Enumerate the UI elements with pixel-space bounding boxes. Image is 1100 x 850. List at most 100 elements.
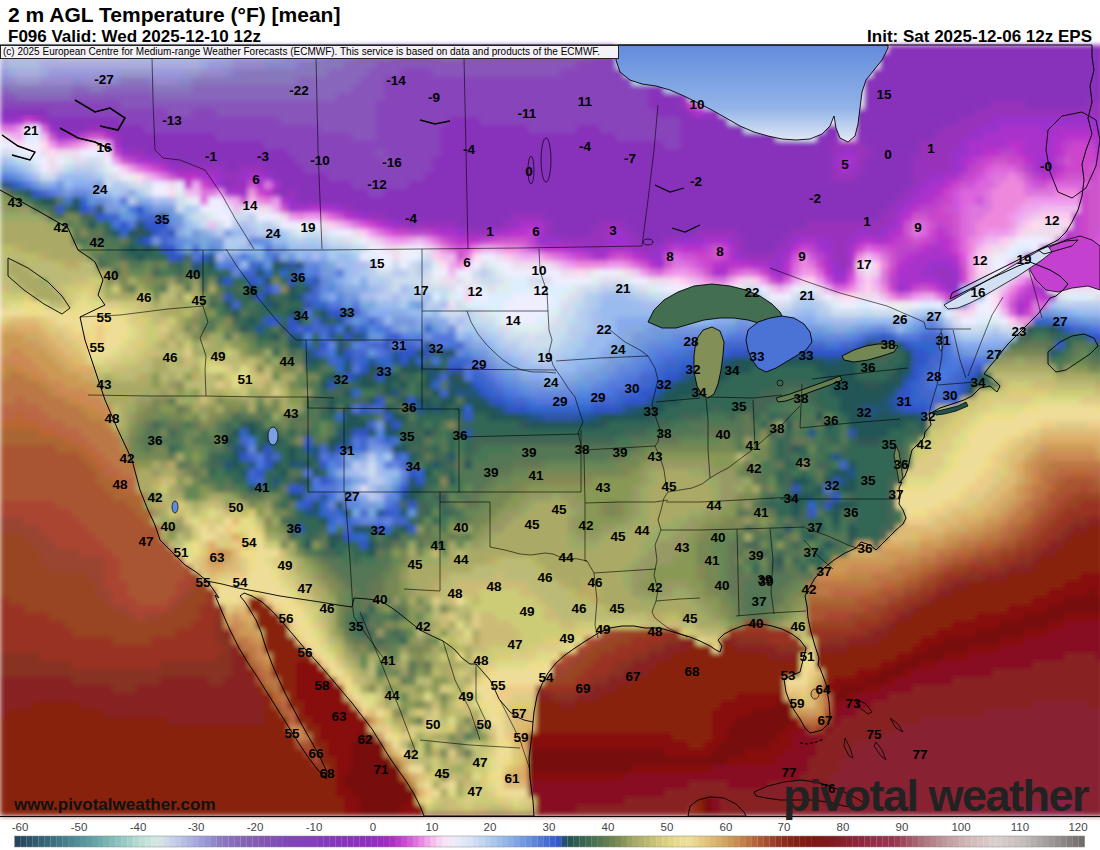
- svg-text:69: 69: [575, 681, 590, 696]
- svg-text:-4: -4: [405, 211, 417, 226]
- svg-text:68: 68: [684, 664, 700, 679]
- svg-text:29: 29: [590, 390, 605, 405]
- svg-text:51: 51: [173, 545, 189, 560]
- svg-text:24: 24: [543, 375, 559, 390]
- svg-text:55: 55: [284, 726, 300, 741]
- svg-text:43: 43: [595, 480, 611, 495]
- svg-text:42: 42: [53, 220, 68, 235]
- svg-text:33: 33: [376, 364, 392, 379]
- svg-text:-20: -20: [247, 821, 264, 833]
- svg-text:54: 54: [241, 535, 257, 550]
- svg-text:1: 1: [486, 224, 494, 239]
- svg-text:16: 16: [96, 140, 112, 155]
- svg-text:42: 42: [403, 747, 418, 762]
- svg-text:54: 54: [538, 670, 554, 685]
- svg-text:38: 38: [656, 426, 672, 441]
- svg-text:3: 3: [609, 223, 617, 238]
- svg-text:36: 36: [860, 360, 876, 375]
- svg-text:32: 32: [333, 372, 348, 387]
- svg-text:32: 32: [920, 409, 935, 424]
- svg-text:26: 26: [892, 312, 908, 327]
- svg-text:45: 45: [524, 517, 540, 532]
- svg-text:49: 49: [210, 349, 225, 364]
- svg-text:27: 27: [344, 489, 359, 504]
- svg-text:39: 39: [521, 445, 536, 460]
- svg-text:42: 42: [801, 582, 816, 597]
- svg-text:-22: -22: [289, 83, 309, 98]
- svg-text:-1: -1: [205, 149, 217, 164]
- svg-text:21: 21: [23, 123, 39, 138]
- svg-text:15: 15: [369, 256, 385, 271]
- svg-text:-4: -4: [463, 142, 475, 157]
- svg-text:27: 27: [986, 347, 1001, 362]
- svg-text:45: 45: [609, 601, 625, 616]
- svg-text:70: 70: [778, 821, 791, 833]
- svg-text:64: 64: [815, 682, 831, 697]
- svg-text:37: 37: [888, 487, 903, 502]
- svg-text:45: 45: [407, 557, 423, 572]
- svg-text:40: 40: [714, 578, 729, 593]
- svg-text:45: 45: [551, 502, 567, 517]
- svg-text:12: 12: [1044, 213, 1059, 228]
- svg-text:75: 75: [866, 727, 882, 742]
- svg-text:33: 33: [798, 348, 814, 363]
- svg-text:66: 66: [308, 746, 324, 761]
- svg-text:-30: -30: [188, 821, 205, 833]
- svg-text:43: 43: [96, 377, 112, 392]
- svg-text:37: 37: [816, 564, 831, 579]
- svg-text:47: 47: [138, 534, 153, 549]
- svg-text:44: 44: [453, 552, 469, 567]
- svg-text:41: 41: [528, 468, 544, 483]
- svg-text:24: 24: [610, 342, 626, 357]
- svg-text:-7: -7: [624, 151, 636, 166]
- svg-text:48: 48: [447, 586, 463, 601]
- svg-text:41: 41: [704, 553, 720, 568]
- svg-text:28: 28: [683, 334, 699, 349]
- svg-text:41: 41: [753, 505, 769, 520]
- svg-text:32: 32: [428, 341, 443, 356]
- svg-text:55: 55: [89, 340, 105, 355]
- svg-text:44: 44: [634, 523, 650, 538]
- svg-text:55: 55: [195, 575, 211, 590]
- svg-text:17: 17: [856, 257, 871, 272]
- svg-text:22: 22: [596, 322, 611, 337]
- svg-text:44: 44: [384, 688, 400, 703]
- svg-text:-0: -0: [1040, 159, 1052, 174]
- svg-text:8: 8: [716, 244, 724, 259]
- svg-text:-14: -14: [386, 73, 406, 88]
- svg-text:8: 8: [666, 249, 674, 264]
- svg-text:14: 14: [505, 313, 521, 328]
- svg-text:46: 46: [319, 601, 335, 616]
- svg-text:33: 33: [833, 378, 849, 393]
- svg-text:42: 42: [119, 451, 134, 466]
- svg-text:49: 49: [595, 622, 610, 637]
- svg-text:35: 35: [399, 429, 415, 444]
- svg-text:55: 55: [96, 310, 112, 325]
- svg-text:0: 0: [525, 164, 533, 179]
- svg-text:6: 6: [532, 224, 540, 239]
- svg-text:36: 36: [843, 505, 859, 520]
- svg-text:-27: -27: [94, 72, 114, 87]
- svg-text:46: 46: [537, 570, 553, 585]
- svg-text:19: 19: [300, 220, 315, 235]
- svg-text:49: 49: [458, 689, 473, 704]
- svg-text:42: 42: [147, 490, 162, 505]
- svg-text:10: 10: [426, 821, 439, 833]
- svg-text:39: 39: [757, 572, 772, 587]
- svg-text:21: 21: [615, 281, 631, 296]
- svg-text:40: 40: [602, 821, 615, 833]
- svg-text:11: 11: [578, 94, 593, 109]
- svg-text:-50: -50: [71, 821, 88, 833]
- svg-text:48: 48: [486, 579, 502, 594]
- svg-text:67: 67: [625, 669, 640, 684]
- svg-text:32: 32: [824, 478, 839, 493]
- svg-text:35: 35: [154, 212, 170, 227]
- svg-text:-10: -10: [306, 821, 323, 833]
- svg-text:43: 43: [674, 540, 690, 555]
- svg-text:68: 68: [319, 766, 335, 781]
- svg-text:12: 12: [467, 284, 482, 299]
- svg-text:36: 36: [401, 400, 417, 415]
- svg-text:40: 40: [710, 530, 725, 545]
- svg-text:38: 38: [793, 391, 809, 406]
- svg-text:36: 36: [242, 283, 258, 298]
